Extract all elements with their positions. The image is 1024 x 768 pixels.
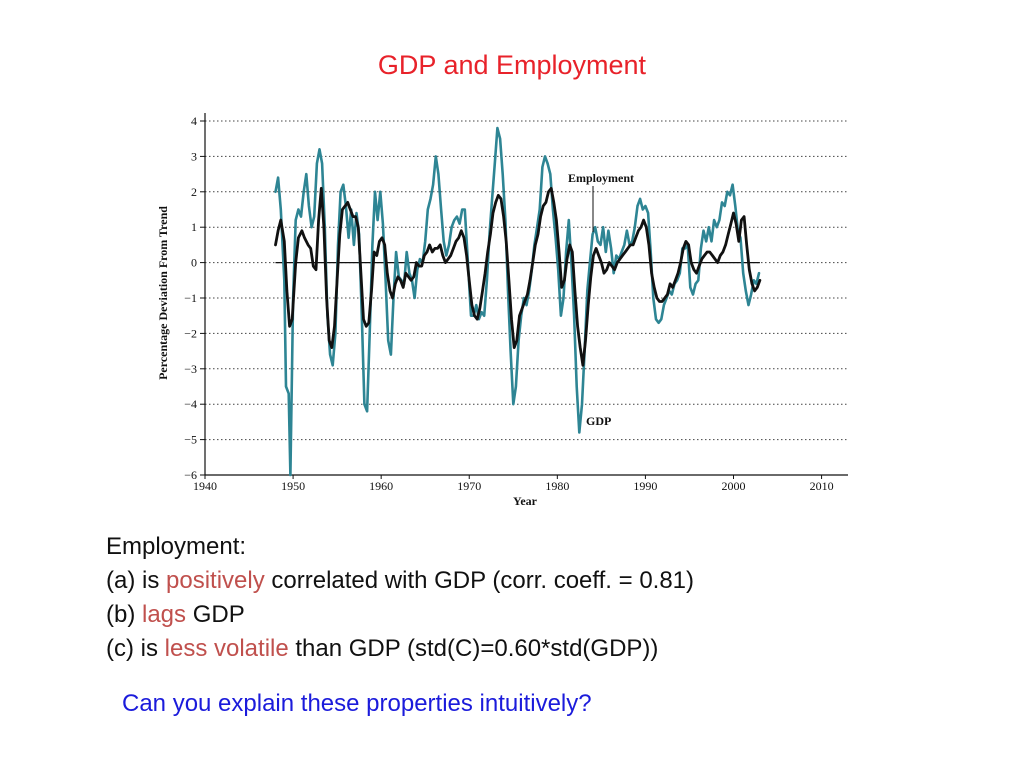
note-c-highlight: less volatile	[164, 635, 289, 662]
employment-annotation: Employment	[568, 171, 634, 185]
y-tick-label: −6	[184, 468, 197, 482]
note-b-prefix: (b)	[106, 601, 142, 628]
slide-title: GDP and Employment	[377, 50, 647, 80]
x-tick-label: 2000	[721, 479, 745, 493]
y-tick-label: −1	[184, 291, 197, 305]
note-a-highlight: positively	[166, 567, 265, 594]
y-tick-label: 4	[191, 114, 197, 128]
note-b-highlight: lags	[142, 601, 187, 628]
chart-grid	[205, 120, 848, 441]
notes-block: Employment: (a) is positively correlated…	[106, 530, 694, 666]
gdp-line	[274, 126, 761, 477]
x-tick-label: 1980	[545, 479, 569, 493]
x-tick-label: 2010	[810, 479, 834, 493]
note-a-suffix: correlated with GDP (corr. coeff. = 0.81…	[264, 567, 695, 594]
note-c-prefix: (c) is	[106, 635, 165, 662]
y-tick-label: 1	[191, 220, 197, 234]
chart-series	[274, 126, 762, 477]
x-tick-label: 1950	[281, 479, 305, 493]
note-a-prefix: (a) is	[106, 567, 166, 594]
question-text: Can you explain these properties intuiti…	[122, 690, 592, 717]
y-tick-label: −2	[184, 326, 197, 340]
y-tick-label: −3	[184, 362, 197, 376]
note-b-suffix: GDP	[186, 601, 245, 628]
note-item-a: (a) is positively correlated with GDP (c…	[106, 564, 694, 598]
x-axis-title: Year	[513, 494, 538, 508]
y-tick-label: 3	[191, 149, 197, 163]
x-tick-label: 1990	[633, 479, 657, 493]
x-tick-label: 1960	[369, 479, 393, 493]
y-tick-label: 0	[191, 256, 197, 270]
notes-heading: Employment:	[106, 533, 247, 560]
x-tick-label: 1940	[193, 479, 217, 493]
employment-line	[274, 186, 762, 367]
x-tick-label: 1970	[457, 479, 481, 493]
note-c-suffix: than GDP (std(C)=0.60*std(GDP))	[288, 635, 659, 662]
gdp-annotation: GDP	[586, 414, 611, 428]
y-tick-label: −4	[184, 397, 197, 411]
note-item-c: (c) is less volatile than GDP (std(C)=0.…	[106, 632, 694, 666]
y-axis-title: Percentage Deviation From Trend	[156, 206, 170, 380]
y-tick-label: −5	[184, 433, 197, 447]
y-tick-label: 2	[191, 185, 197, 199]
note-item-b: (b) lags GDP	[106, 598, 694, 632]
